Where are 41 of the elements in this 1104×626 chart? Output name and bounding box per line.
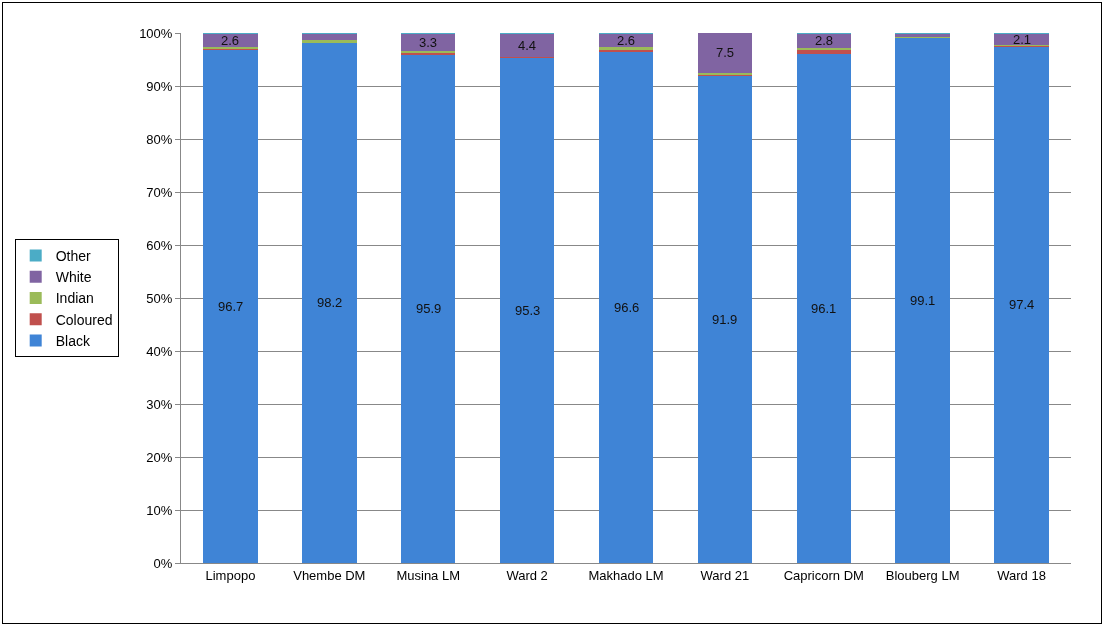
y-tick-label: 100% — [139, 25, 173, 41]
y-tick-label: 40% — [146, 343, 173, 359]
y-tick-label: 80% — [146, 131, 173, 147]
y-tick-label: 70% — [146, 184, 173, 200]
y-tick-label: 30% — [146, 396, 173, 412]
x-tick-label: Capricorn DM — [783, 567, 864, 583]
data-label: 2.1 — [1013, 32, 1032, 47]
data-label: 95.3 — [515, 303, 541, 318]
data-label: 98.2 — [317, 295, 343, 310]
x-tick-label: Makhado LM — [588, 567, 664, 583]
x-tick-label: Ward 2 — [506, 567, 548, 583]
legend-label: White — [55, 269, 92, 286]
data-label: 99.1 — [910, 293, 936, 308]
data-label: 97.4 — [1009, 297, 1035, 312]
x-tick-label: Ward 18 — [997, 567, 1046, 583]
data-label: 96.6 — [614, 300, 640, 315]
data-label: 2.6 — [617, 33, 636, 48]
y-tick-label: 50% — [146, 290, 173, 306]
legend-label: Indian — [55, 290, 94, 307]
x-tick-label: Blouberg LM — [885, 567, 960, 583]
data-label: 7.5 — [716, 45, 735, 60]
y-tick-label: 90% — [146, 78, 173, 94]
y-tick-label: 60% — [146, 237, 173, 253]
x-tick-label: Vhembe DM — [293, 567, 366, 583]
x-tick-label: Musina LM — [396, 567, 461, 583]
x-tick-label: Limpopo — [205, 567, 256, 583]
legend-label: Black — [55, 332, 91, 349]
data-label: 96.7 — [218, 299, 244, 314]
legend-label: Coloured — [55, 311, 113, 328]
data-label: 2.8 — [815, 33, 834, 48]
legend-label: Other — [55, 248, 92, 265]
data-label: 4.4 — [518, 38, 537, 53]
y-tick-label: 20% — [146, 449, 173, 465]
y-tick-label: 0% — [153, 555, 173, 571]
data-label: 2.6 — [221, 33, 240, 48]
y-tick-label: 10% — [146, 502, 173, 518]
data-label: 95.9 — [416, 301, 442, 316]
data-label: 3.3 — [419, 35, 438, 50]
x-tick-label: Ward 21 — [700, 567, 750, 583]
data-label: 96.1 — [811, 301, 837, 316]
data-label: 91.9 — [712, 312, 738, 327]
